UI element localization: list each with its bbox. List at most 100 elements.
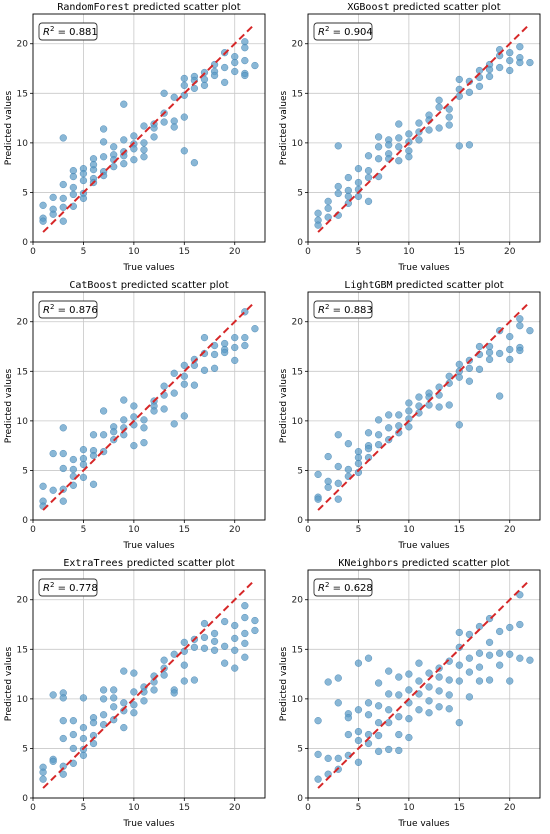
plot-frame [307, 13, 541, 243]
data-point [455, 677, 463, 685]
data-point [59, 497, 67, 505]
data-point [375, 441, 383, 449]
data-point [110, 686, 118, 694]
data-point [405, 399, 413, 407]
data-point [375, 133, 383, 141]
r2-box [313, 300, 373, 319]
data-point [435, 103, 443, 111]
data-point [364, 173, 373, 182]
y-axis-label: Predicted values [279, 91, 289, 166]
data-point [395, 143, 403, 151]
chart-title-model: XGBoost [347, 2, 389, 13]
y-axis-label: Predicted values [279, 369, 289, 444]
y-tick-label: 15 [17, 645, 28, 655]
data-point [385, 745, 393, 754]
data-point [180, 380, 188, 388]
data-point [69, 759, 77, 767]
y-tick-label: 10 [292, 695, 304, 705]
data-point [445, 401, 453, 409]
y-axis-label: Predicted values [4, 91, 14, 166]
data-point [200, 81, 209, 89]
data-point [354, 706, 363, 714]
data-point [516, 654, 524, 662]
data-point [485, 676, 494, 684]
data-point [180, 677, 188, 685]
y-tick-label: 5 [22, 188, 28, 198]
data-point [79, 734, 88, 743]
r2-text: R2 = 0.881 [43, 25, 98, 38]
data-point [180, 647, 188, 655]
data-point [231, 621, 239, 630]
data-point [364, 445, 373, 453]
data-point [475, 663, 484, 671]
data-point [210, 350, 219, 359]
data-point [221, 642, 229, 650]
chart-title-model: CatBoost [69, 280, 117, 291]
data-point [69, 465, 77, 474]
data-point [405, 415, 413, 423]
data-point [324, 452, 332, 461]
data-point [425, 401, 433, 409]
chart-title-model: LightGBM [344, 280, 392, 291]
data-point [120, 160, 128, 168]
x-tick-label: 10 [128, 247, 140, 257]
data-point [324, 483, 332, 491]
x-tick-label: 5 [356, 247, 362, 257]
x-tick-label: 15 [179, 247, 190, 257]
data-point [130, 132, 138, 140]
data-point [506, 345, 514, 354]
data-point [506, 623, 514, 632]
chart-svg: XGBoost predicted scatter plot 0 5 10 15 20 0 5… [279, 2, 541, 273]
data-point [241, 613, 249, 622]
data-point [465, 693, 473, 701]
data-point [455, 421, 463, 429]
data-point [49, 757, 57, 765]
x-axis-label: True values [122, 263, 175, 273]
x-axis-label: True values [397, 263, 450, 273]
data-point [59, 424, 67, 432]
data-point [150, 407, 158, 415]
data-point [475, 342, 484, 351]
r2-value: = 0.881 [54, 27, 97, 38]
data-point [354, 659, 363, 667]
data-point [59, 770, 67, 778]
data-point [241, 341, 249, 350]
data-point [425, 683, 433, 691]
r2-value: = 0.628 [329, 583, 372, 594]
y-tick-label: 15 [292, 367, 303, 377]
data-point [140, 439, 148, 447]
r2-value: = 0.778 [54, 583, 97, 594]
data-point [130, 669, 138, 677]
y-tick-label: 0 [297, 794, 303, 804]
data-point [354, 192, 363, 201]
plot-frame [307, 569, 541, 799]
y-tick-label: 15 [17, 89, 28, 99]
panel-randomforest: RandomForest predicted scatter plot 0 5 10 1… [0, 0, 275, 278]
identity-line [317, 301, 531, 511]
data-point [455, 360, 463, 368]
data-point [496, 63, 504, 72]
data-point [130, 701, 138, 709]
data-point [455, 142, 463, 150]
data-point [200, 333, 209, 342]
data-point [465, 630, 473, 639]
data-point [375, 719, 383, 727]
identity-line [42, 23, 256, 233]
data-point [110, 694, 118, 702]
data-point [435, 673, 443, 681]
data-point [485, 348, 494, 357]
x-tick-label: 20 [504, 803, 516, 813]
data-point [100, 686, 108, 694]
data-point [485, 651, 494, 659]
data-point [89, 451, 98, 460]
data-point [180, 661, 188, 669]
data-point [130, 402, 138, 410]
data-point [405, 733, 413, 742]
x-tick-label: 15 [454, 525, 465, 535]
data-point [344, 465, 352, 474]
data-point [120, 136, 128, 144]
data-point [221, 617, 229, 626]
data-point [506, 66, 514, 75]
data-point [435, 703, 443, 711]
data-point [231, 333, 239, 342]
